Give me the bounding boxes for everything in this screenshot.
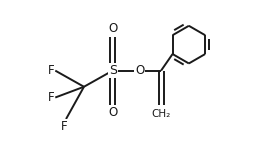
- Text: F: F: [61, 120, 68, 133]
- Text: S: S: [109, 64, 117, 77]
- Text: O: O: [108, 106, 117, 119]
- Text: F: F: [47, 64, 54, 77]
- Text: O: O: [108, 22, 117, 35]
- Text: O: O: [135, 64, 144, 77]
- Text: CH₂: CH₂: [151, 109, 171, 119]
- Text: F: F: [47, 91, 54, 104]
